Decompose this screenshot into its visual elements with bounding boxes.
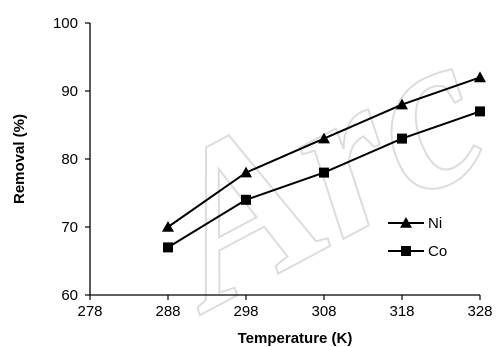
x-tick-label: 318 [389, 303, 414, 320]
data-point-ni [318, 132, 330, 144]
legend-marker [401, 246, 411, 256]
series-ni [162, 71, 486, 232]
x-tick-label: 288 [155, 303, 180, 320]
x-ticks: 278 288 298 308 318 328 [77, 295, 493, 320]
y-tick-label: 60 [61, 287, 78, 304]
legend-label: Ni [428, 215, 442, 232]
x-tick-label: 328 [467, 303, 492, 320]
legend-item-ni: Ni [388, 215, 442, 232]
y-tick-label: 90 [61, 83, 78, 100]
data-point-co [475, 106, 485, 117]
data-point-ni [240, 166, 252, 178]
series-co [163, 106, 485, 253]
y-axis-title: Removal (%) [11, 114, 28, 204]
x-tick-label: 308 [311, 303, 336, 320]
data-point-co [241, 194, 251, 205]
x-axis-title: Temperature (K) [238, 330, 353, 347]
data-point-co [397, 133, 407, 144]
y-tick-label: 70 [61, 219, 78, 236]
x-tick-label: 278 [77, 303, 102, 320]
data-point-ni [162, 221, 174, 232]
data-point-co [163, 242, 173, 253]
y-tick-label: 100 [53, 15, 78, 32]
data-point-co [319, 167, 329, 178]
legend: Ni Co [388, 215, 447, 260]
data-point-ni [474, 71, 486, 83]
series-layer [162, 71, 486, 253]
legend-marker [400, 217, 412, 228]
legend-label: Co [428, 243, 447, 260]
legend-item-co: Co [388, 243, 447, 260]
data-point-ni [396, 98, 408, 110]
y-ticks: 60 70 80 90 100 [53, 15, 90, 304]
x-tick-label: 298 [233, 303, 258, 320]
y-tick-label: 80 [61, 151, 78, 168]
